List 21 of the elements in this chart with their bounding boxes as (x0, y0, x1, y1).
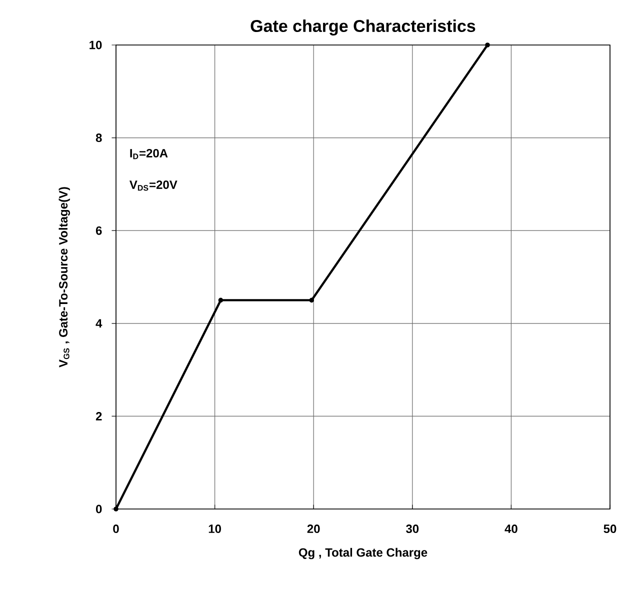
x-tick-label: 40 (504, 524, 518, 534)
x-tick-label: 50 (604, 524, 616, 534)
y-tick-label: 10 (90, 40, 102, 50)
y-tick-label: 4 (96, 319, 102, 328)
annotation: V$_{DS}$=20V (129, 180, 178, 191)
x-tick-label: 20 (307, 524, 320, 534)
point (309, 298, 314, 303)
point (114, 506, 118, 512)
x-tick-label: 0 (113, 524, 119, 534)
annotation: I$_{D}$=20A (130, 148, 168, 160)
y-tick-label: 8 (96, 134, 102, 142)
y-tick-label: 0 (96, 504, 102, 514)
y-axis-title: V$_{GS}$ , Gate-To-Source Voltage(V) (58, 187, 70, 368)
y-tick-label: 2 (96, 412, 102, 420)
point (485, 42, 490, 48)
x-tick-label: 10 (208, 524, 221, 534)
point (218, 298, 224, 303)
chart-title: Gate charge Characteristics (250, 20, 476, 36)
x-tick-label: 30 (406, 524, 419, 534)
y-tick-label: 6 (96, 226, 102, 235)
x-axis-title: Qg , Total Gate Charge (298, 548, 428, 560)
